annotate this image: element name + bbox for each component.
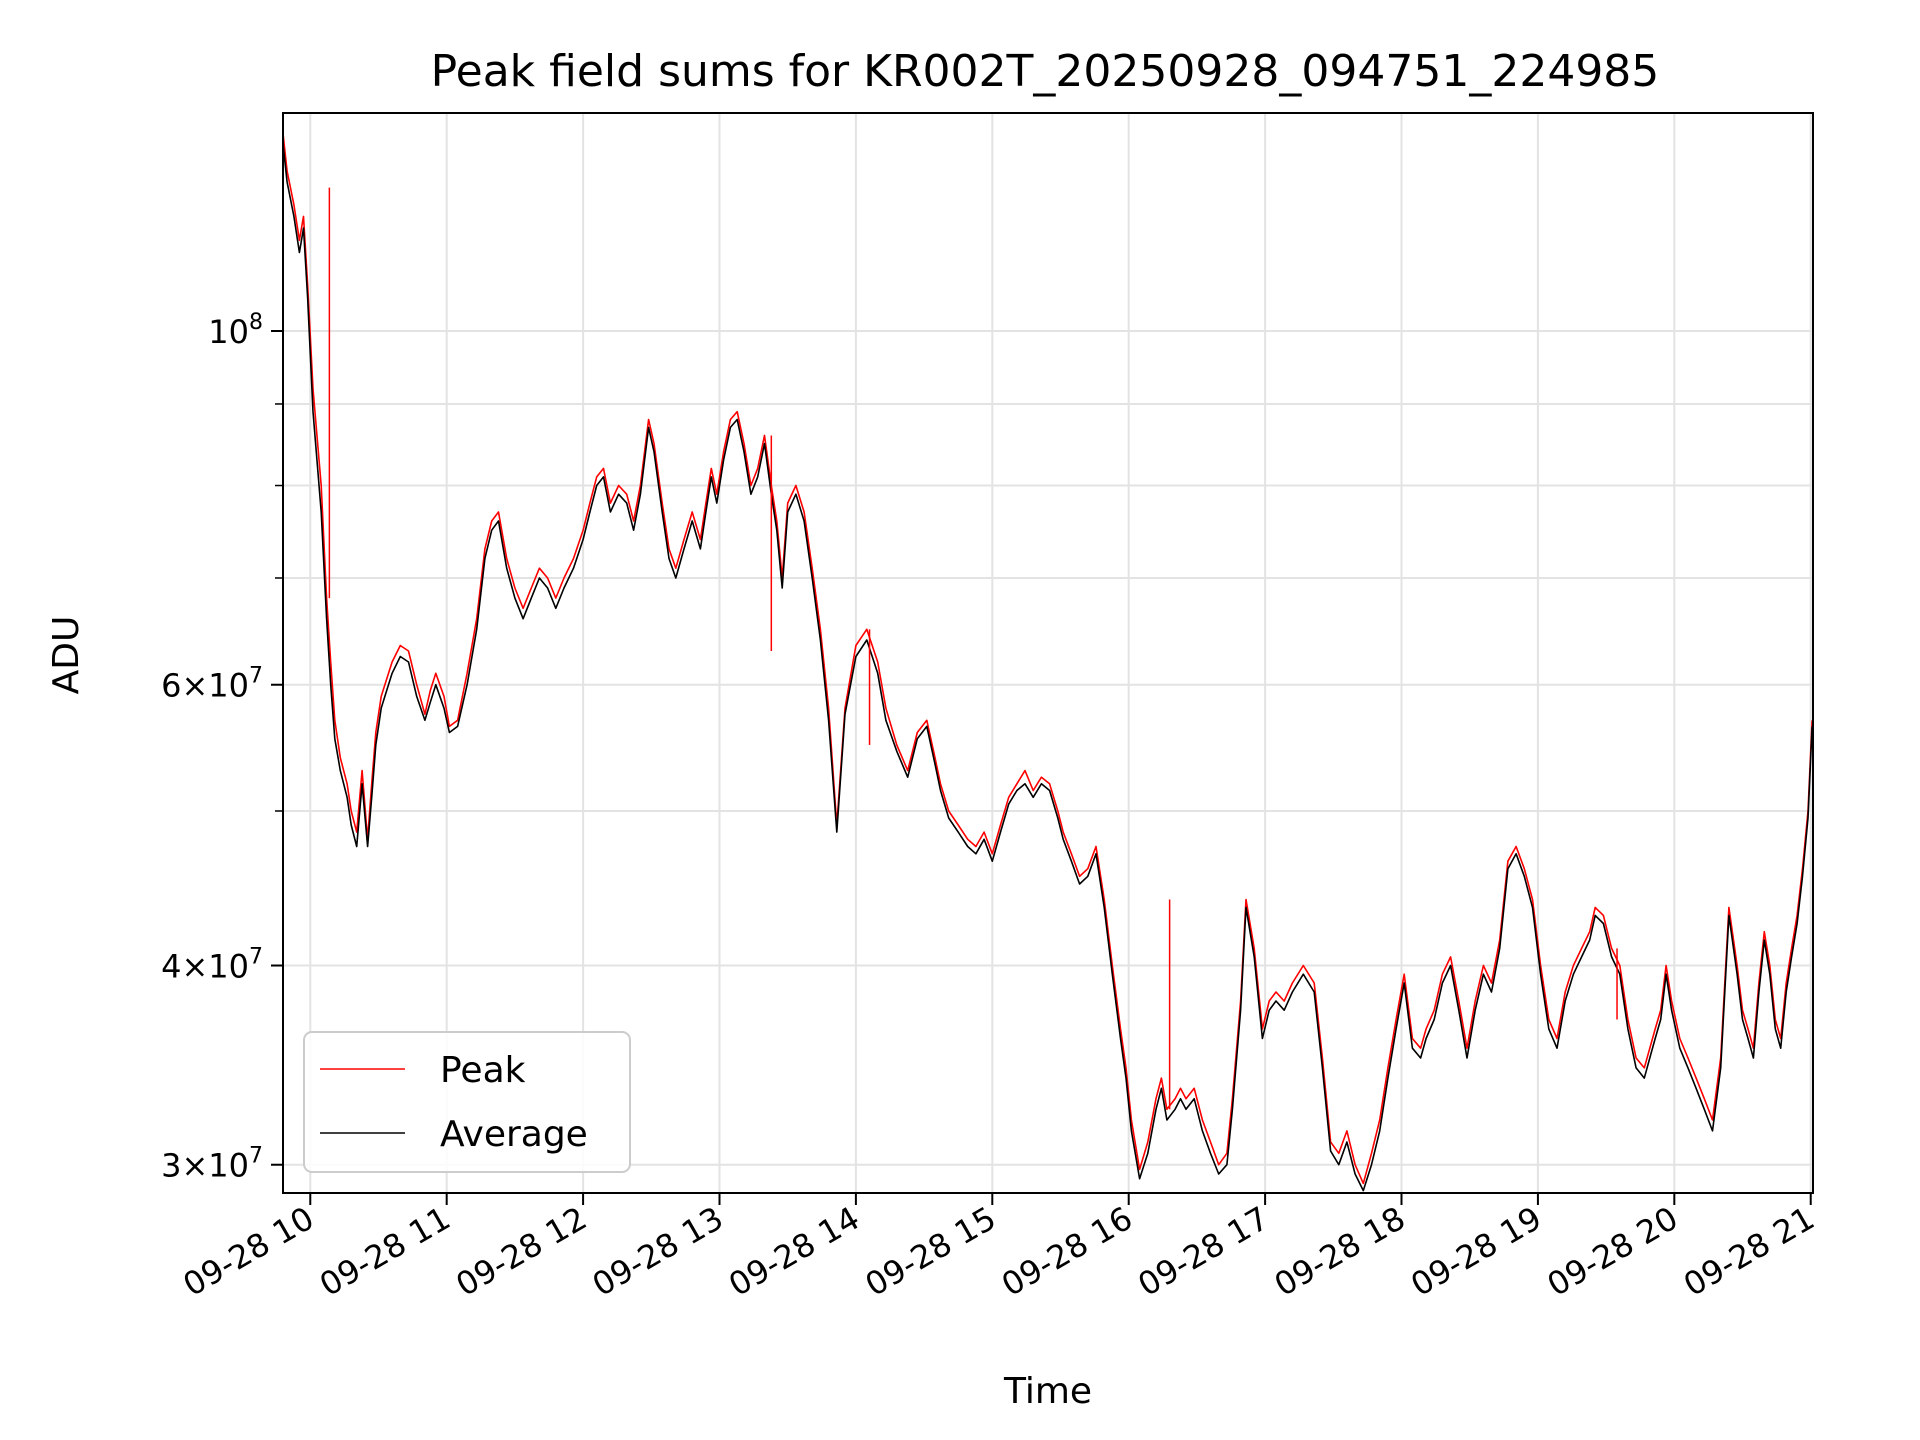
- y-axis: 3×107 4×107 6×107 108: [161, 310, 283, 1185]
- plot-frame: [282, 112, 1814, 1194]
- y-tick-label: 4×107: [161, 945, 263, 986]
- legend-label-peak: Peak: [440, 1050, 526, 1091]
- y-tick-label: 3×107: [161, 1144, 263, 1185]
- y-tick-label: 108: [208, 310, 263, 351]
- y-axis-label: ADU: [46, 616, 87, 695]
- series-line-average: [282, 143, 1813, 1192]
- chart-title: Peak field sums for KR002T_20250928_0947…: [431, 46, 1660, 97]
- y-tick-label: 6×107: [161, 664, 263, 705]
- legend: Peak Average: [303, 1031, 631, 1173]
- series-layer: [282, 133, 1813, 1192]
- series-line-peak: [282, 133, 1813, 1185]
- x-axis-label: Time: [1003, 1371, 1092, 1412]
- legend-label-average: Average: [440, 1114, 588, 1155]
- legend-box: [303, 1031, 631, 1173]
